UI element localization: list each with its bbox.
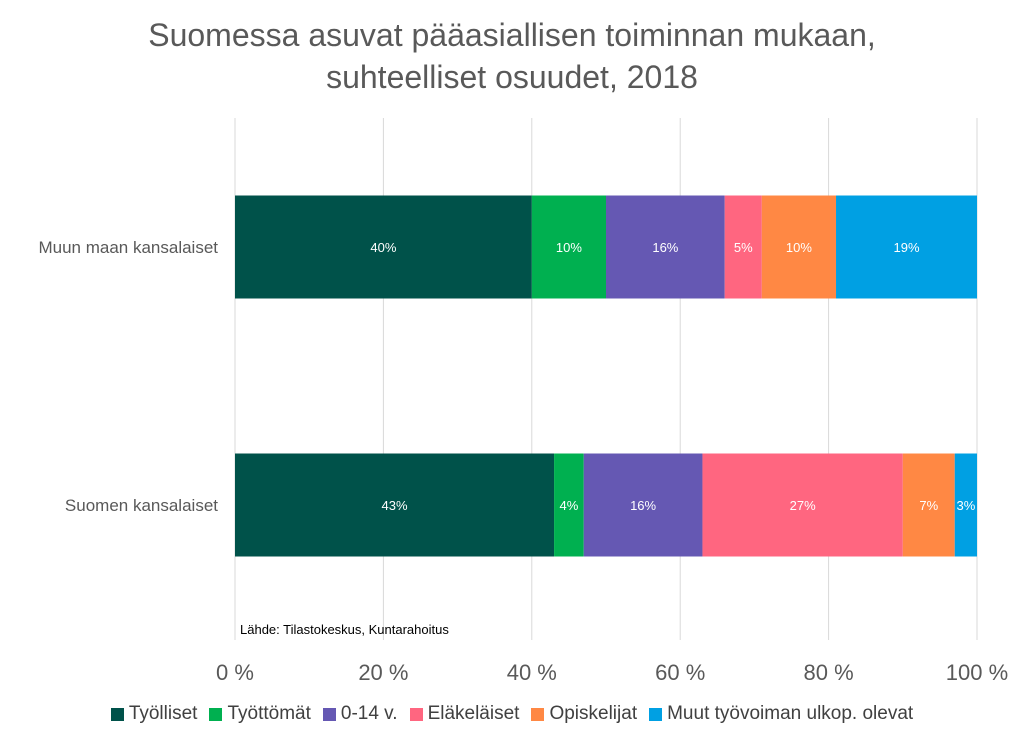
legend-item-2: 0-14 v. [322, 703, 398, 725]
chart-title-line-2: suhteelliset osuudet, 2018 [326, 59, 698, 95]
legend-swatch-5 [649, 707, 663, 721]
legend-label-2: 0-14 v. [340, 703, 398, 724]
x-tick-label-60: 60 % [655, 660, 705, 685]
legend-label-5: Muut työvoiman ulkop. olevat [667, 703, 914, 724]
bar-segment-0-0 [235, 195, 532, 299]
bar-segment-0-4 [761, 195, 837, 299]
legend-item-0: Työlliset [110, 703, 198, 725]
bar-value-label-0-4: 10% [786, 240, 812, 255]
x-tick-label-0: 0 % [216, 660, 254, 685]
chart-title: Suomessa asuvat pääasiallisen toiminnan … [0, 14, 1024, 98]
bar-value-label-1-5: 3% [956, 498, 975, 513]
bar-segment-0-2 [606, 195, 725, 299]
bar-segment-1-3 [702, 453, 903, 557]
legend-swatch-4 [531, 707, 545, 721]
category-label-0: Muun maan kansalaiset [38, 238, 218, 257]
legend: Työlliset Työttömät 0-14 v. Eläkeläiset Opis… [0, 703, 1024, 725]
bar-segment-1-0 [235, 453, 555, 557]
source-note: Lähde: Tilastokeskus, Kuntarahoitus [240, 622, 449, 637]
bar-segment-0-1 [531, 195, 606, 299]
bars [235, 195, 977, 557]
x-tick-label-40: 40 % [507, 660, 557, 685]
bar-value-label-1-2: 16% [630, 498, 656, 513]
legend-swatch-3 [409, 707, 423, 721]
bar-value-label-1-3: 27% [790, 498, 816, 513]
legend-label-1: Työttömät [227, 703, 311, 724]
bar-value-label-0-2: 16% [652, 240, 678, 255]
bar-value-label-1-4: 7% [919, 498, 938, 513]
legend-item-4: Opiskelijat [531, 703, 637, 725]
legend-swatch-2 [322, 707, 336, 721]
bar-value-label-0-1: 10% [556, 240, 582, 255]
bar-segment-0-3 [724, 195, 762, 299]
bar-value-label-0-0: 40% [370, 240, 396, 255]
bar-segment-1-2 [583, 453, 703, 557]
x-tick-labels: 0 % 20 % 40 % 60 % 80 % 100 % [216, 660, 1008, 685]
bar-segment-0-5 [836, 195, 977, 299]
legend-label-4: Opiskelijat [549, 703, 638, 724]
bar-value-label-0-3: 5% [734, 240, 753, 255]
bar-value-label-1-1: 4% [560, 498, 579, 513]
bar-segment-1-1 [554, 453, 584, 557]
category-label-1: Suomen kansalaiset [65, 496, 218, 515]
x-tick-label-80: 80 % [804, 660, 854, 685]
bar-labels: 40% 10% 16% 5% 10% 19% 43% 4% 16% 27% 7% 3% [370, 240, 975, 513]
legend-item-1: Työttömät [209, 703, 311, 725]
legend-swatch-0 [110, 707, 124, 721]
category-labels: Muun maan kansalaiset Suomen kansalaiset [38, 238, 218, 515]
legend-label-0: Työlliset [128, 703, 198, 724]
legend-label-3: Eläkeläiset [427, 703, 520, 724]
x-tick-label-100: 100 % [946, 660, 1008, 685]
legend-item-3: Eläkeläiset [409, 703, 520, 725]
legend-item-5: Muut työvoiman ulkop. olevat [649, 703, 913, 725]
bar-segment-1-4 [902, 453, 955, 557]
bar-value-label-0-5: 19% [893, 240, 919, 255]
chart-title-line-1: Suomessa asuvat pääasiallisen toiminnan … [148, 17, 876, 53]
bar-value-label-1-0: 43% [382, 498, 408, 513]
legend-swatch-1 [209, 707, 223, 721]
x-tick-label-20: 20 % [358, 660, 408, 685]
bar-segment-1-5 [954, 453, 977, 557]
